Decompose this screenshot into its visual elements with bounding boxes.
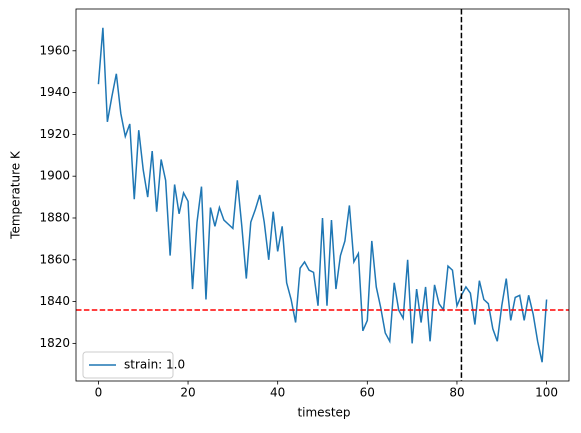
- x-tick-label: 100: [535, 386, 558, 400]
- y-tick-label: 1960: [39, 43, 70, 57]
- data-line: [97, 27, 548, 363]
- y-axis-label: Temperature K: [9, 150, 23, 240]
- x-axis-label: timestep: [297, 406, 350, 420]
- y-tick-label: 1940: [39, 85, 70, 99]
- axes-frame: [75, 8, 570, 382]
- y-tick-label: 1820: [39, 336, 70, 350]
- x-tick-label: 40: [270, 386, 285, 400]
- y-tick-label: 1920: [39, 127, 70, 141]
- legend-label: strain: 1.0: [124, 358, 185, 372]
- x-tick-label: 60: [360, 386, 375, 400]
- y-tick-label: 1840: [39, 294, 70, 308]
- x-tick-label: 20: [180, 386, 195, 400]
- x-tick-label: 0: [95, 386, 103, 400]
- legend-box: [82, 351, 174, 379]
- y-tick-label: 1900: [39, 169, 70, 183]
- x-tick-label: 80: [449, 386, 464, 400]
- y-tick-label: 1880: [39, 210, 70, 224]
- y-tick-label: 1860: [39, 252, 70, 266]
